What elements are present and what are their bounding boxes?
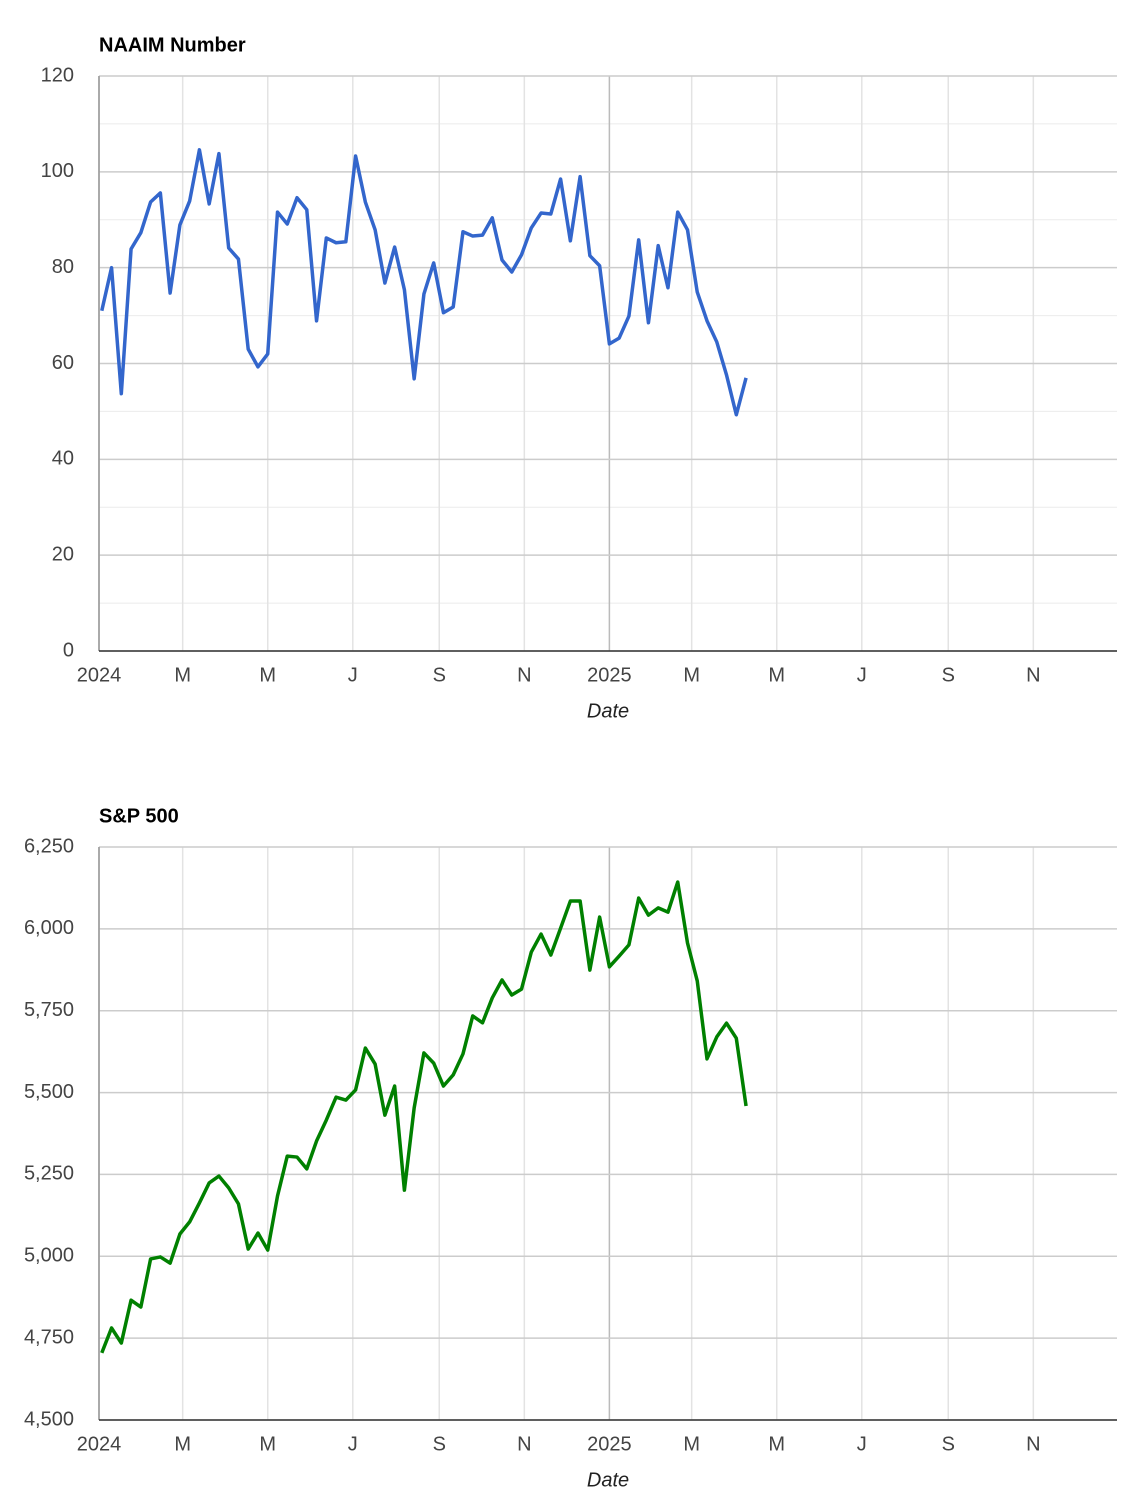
x-tick-label: N — [1026, 664, 1040, 686]
series-line — [100, 148, 748, 417]
y-tick-label: 0 — [63, 639, 74, 661]
y-tick-label: 6,250 — [24, 835, 74, 857]
x-tick-label: 2025 — [587, 1433, 632, 1455]
x-tick-label: N — [517, 664, 531, 686]
x-tick-label: 2024 — [77, 1433, 122, 1455]
series-line — [100, 880, 748, 1354]
y-tick-label: 5,250 — [24, 1163, 74, 1185]
x-tick-label: M — [683, 1433, 700, 1455]
y-tick-label: 5,750 — [24, 999, 74, 1021]
y-tick-label: 40 — [52, 448, 74, 470]
chart-title: S&P 500 — [99, 805, 179, 827]
x-tick-label: 2024 — [77, 664, 122, 686]
x-tick-label: 2025 — [587, 664, 632, 686]
x-tick-label: M — [768, 1433, 785, 1455]
x-tick-label: N — [1026, 1433, 1040, 1455]
x-tick-label: M — [174, 1433, 191, 1455]
y-tick-label: 5,000 — [24, 1245, 74, 1267]
x-tick-label: J — [348, 1433, 358, 1455]
y-tick-label: 60 — [52, 352, 74, 374]
x-tick-label: M — [259, 1433, 276, 1455]
x-tick-label: J — [348, 664, 358, 686]
y-tick-label: 4,750 — [24, 1326, 74, 1348]
x-tick-label: N — [517, 1433, 531, 1455]
y-tick-label: 100 — [41, 160, 74, 182]
x-tick-label: M — [768, 664, 785, 686]
x-tick-label: J — [857, 1433, 867, 1455]
x-tick-label: S — [942, 1433, 955, 1455]
x-tick-label: J — [857, 664, 867, 686]
x-tick-label: S — [433, 664, 446, 686]
y-tick-label: 4,500 — [24, 1408, 74, 1430]
x-axis-label: Date — [587, 1469, 629, 1491]
y-tick-label: 20 — [52, 543, 74, 565]
y-tick-label: 80 — [52, 256, 74, 278]
x-tick-label: M — [174, 664, 191, 686]
x-tick-label: S — [942, 664, 955, 686]
y-tick-label: 120 — [41, 64, 74, 86]
x-tick-label: M — [259, 664, 276, 686]
y-tick-label: 6,000 — [24, 917, 74, 939]
x-tick-label: M — [683, 664, 700, 686]
chart-title: NAAIM Number — [99, 34, 246, 56]
x-tick-label: S — [433, 1433, 446, 1455]
y-tick-label: 5,500 — [24, 1081, 74, 1103]
x-axis-label: Date — [587, 700, 629, 722]
